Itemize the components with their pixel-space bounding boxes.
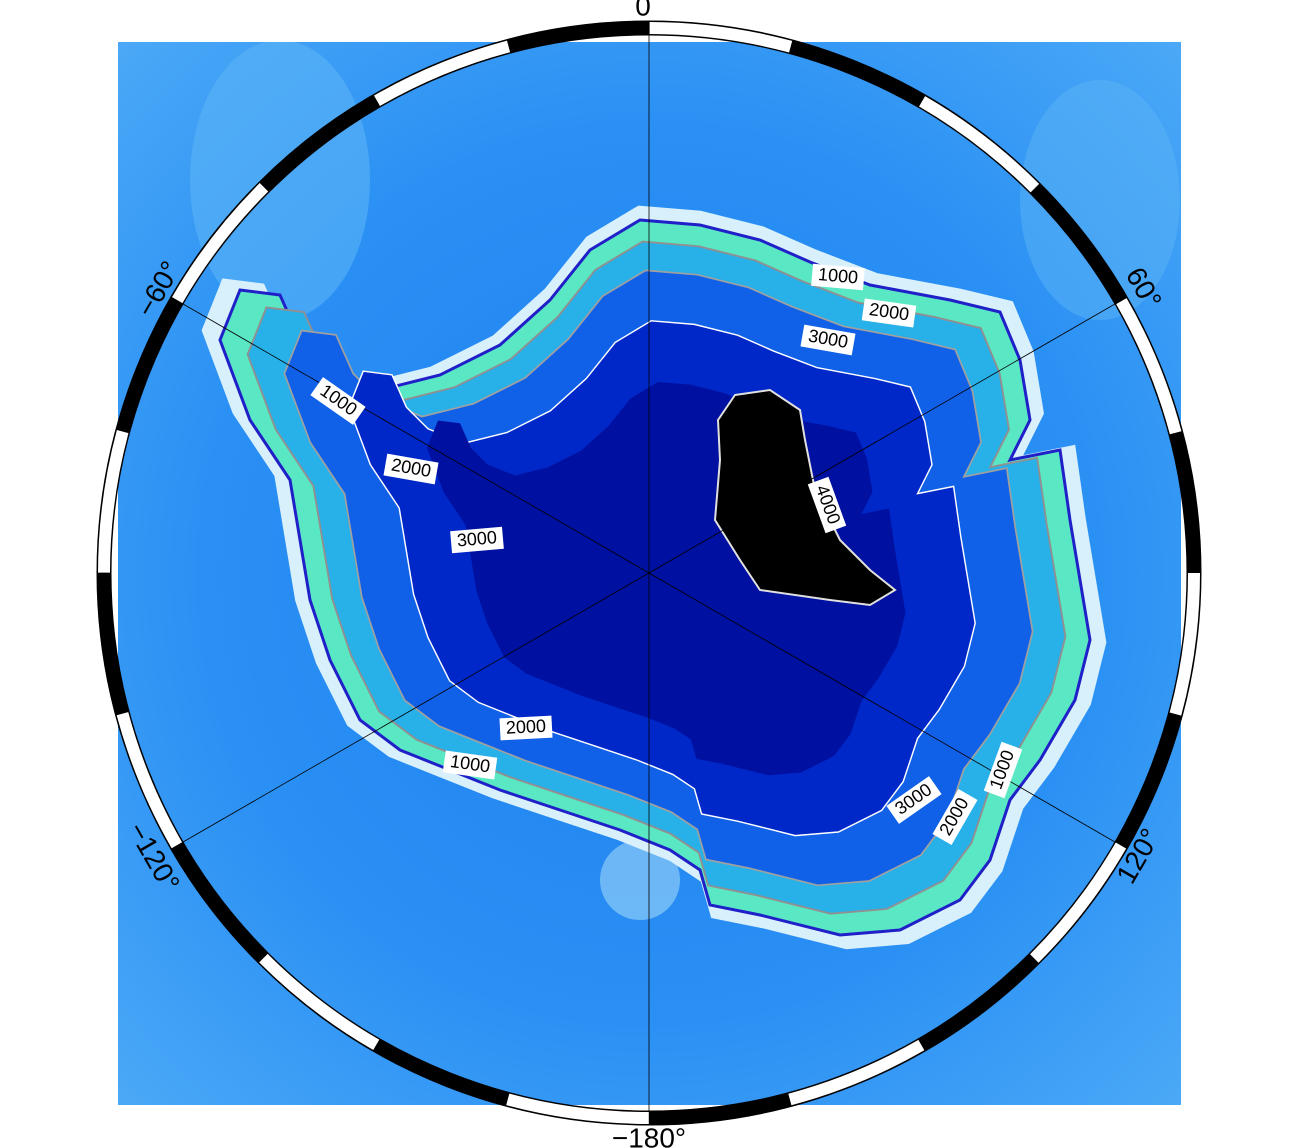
graticule-label: −180° bbox=[612, 1122, 686, 1148]
contour-label: 2000 bbox=[499, 715, 552, 740]
contour-label: 3000 bbox=[450, 527, 504, 554]
contour-text: 2000 bbox=[505, 716, 546, 738]
graticule-label: 0 bbox=[635, 0, 651, 21]
contour-text: 3000 bbox=[456, 527, 498, 550]
contour-text: 1000 bbox=[817, 264, 859, 287]
polar-map: 060°120°−180°−120°−60°100020003000100020… bbox=[0, 0, 1306, 1148]
page: 060°120°−180°−120°−60°100020003000100020… bbox=[0, 0, 1306, 1148]
contour-label: 1000 bbox=[811, 264, 865, 291]
